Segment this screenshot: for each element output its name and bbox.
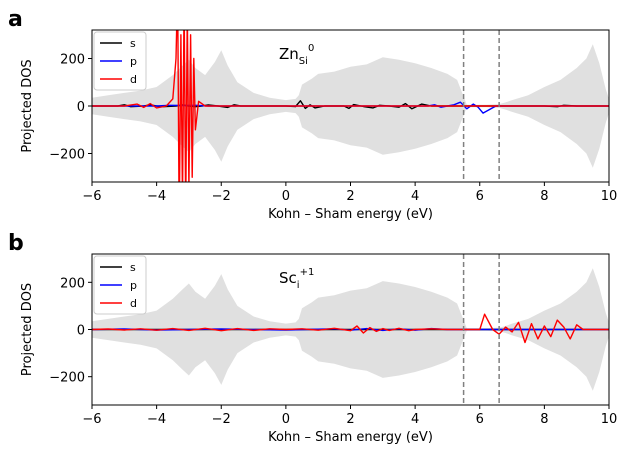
x-tick-label: 2 [346,412,354,427]
x-tick-label: 4 [411,189,419,204]
y-axis-label: Projected DOS [20,283,35,376]
defect-annotation: ZnSi0 [279,43,314,67]
x-tick-label: −4 [147,189,166,204]
x-tick-label: 2 [346,189,354,204]
panel-b: −6 −4 −2 0 2 4 6 8 10 −200 0 200 Kohn – Sham energy … [8,231,617,445]
x-tick-label: 8 [540,189,548,204]
x-tick-label: 4 [411,412,419,427]
defect-main: Zn [279,45,299,63]
defect-subscript: Si [299,56,308,67]
defect-subscript: i [297,280,300,291]
panel-letter: b [8,231,24,256]
x-tick-label: −4 [147,412,166,427]
x-tick-label: 8 [540,412,548,427]
panel-a: −6 −4 −2 0 2 4 6 8 10 −200 0 200 Kohn – Sham energy … [8,7,618,222]
x-tick-label: −6 [82,412,101,427]
defect-main: Sc [279,269,297,287]
y-tick-label: 0 [77,100,85,115]
y-tick-label: 200 [60,276,85,291]
series-line-d [92,313,609,344]
plot-area [92,30,609,182]
x-axis-label: Kohn – Sham energy (eV) [268,430,433,445]
x-tick-label: 6 [476,189,484,204]
y-tick-label: 0 [77,324,85,339]
legend-label-p: p [130,279,137,292]
x-tick-label: −6 [82,189,101,204]
legend-label-p: p [130,55,137,68]
series-line-d [92,30,609,182]
defect-superscript: +1 [300,267,315,278]
x-tick-label: 10 [601,189,618,204]
x-tick-label: −2 [212,189,231,204]
x-axis-label: Kohn – Sham energy (eV) [268,207,433,222]
legend-label-s: s [130,261,136,274]
x-tick-label: 0 [282,412,290,427]
legend-label-d: d [130,297,137,310]
panel-letter: a [8,7,23,32]
legend-label-s: s [130,37,136,50]
y-axis-label: Projected DOS [20,59,35,152]
y-tick-label: −200 [49,371,85,386]
x-tick-label: 10 [601,412,618,427]
x-tick-label: −2 [212,412,231,427]
x-tick-label: 0 [282,189,290,204]
y-tick-label: −200 [49,148,85,163]
legend-label-d: d [130,73,137,86]
defect-superscript: 0 [308,43,314,54]
y-tick-label: 200 [60,53,85,68]
x-tick-label: 6 [476,412,484,427]
plot-area [92,268,609,391]
defect-annotation: Sci+1 [279,267,314,291]
